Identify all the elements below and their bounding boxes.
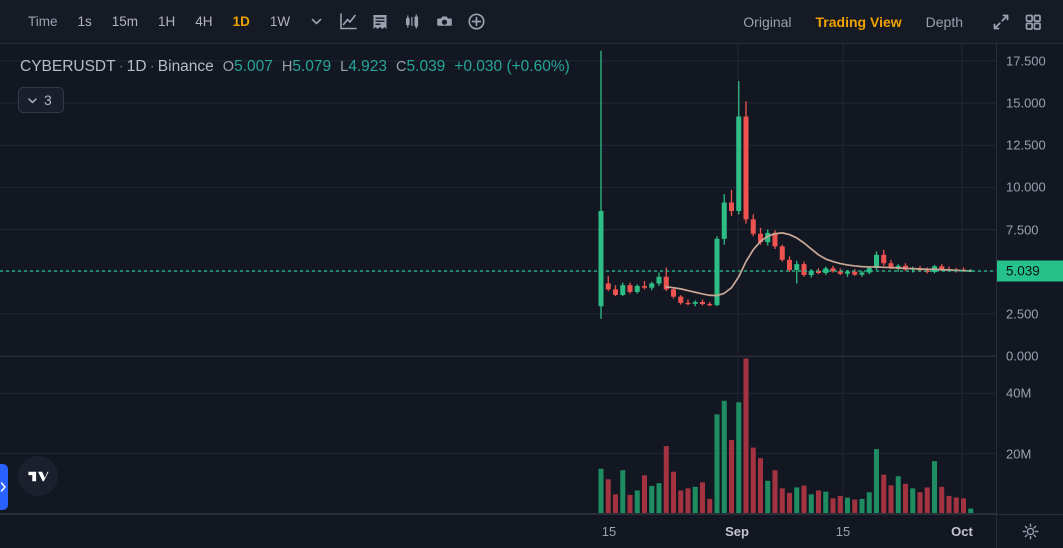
tradingview-logo[interactable] xyxy=(18,456,58,496)
chevron-down-icon[interactable] xyxy=(300,7,332,37)
legend-high-label: H xyxy=(281,59,293,75)
current-price-badge[interactable]: 5.039 xyxy=(997,260,1063,282)
toolbar-left-group: Time 1s 15m 1H 4H 1D 1W xyxy=(0,7,492,37)
view-mode-original[interactable]: Original xyxy=(743,13,792,30)
gear-icon xyxy=(1022,523,1038,539)
layout-grid-icon[interactable] xyxy=(1017,7,1049,37)
legend-interval: 1D xyxy=(126,58,147,75)
timeframe-1s[interactable]: 1s xyxy=(77,13,92,29)
timeframe-1h[interactable]: 1H xyxy=(158,13,176,29)
pane-divider[interactable] xyxy=(0,356,996,357)
plus-circle-icon[interactable] xyxy=(460,7,492,37)
indicator-template-icon[interactable] xyxy=(364,7,396,37)
line-chart-icon[interactable] xyxy=(332,7,364,37)
time-tick: Sep xyxy=(725,524,749,539)
price-tick: 12.500 xyxy=(1006,137,1046,153)
legend-open-label: O xyxy=(222,59,235,75)
volume-pane[interactable] xyxy=(0,357,996,514)
legend-change: +0.030 (+0.60%) xyxy=(454,58,570,75)
timeframe-1w[interactable]: 1W xyxy=(269,13,291,29)
chart-legend: CYBERUSDT · 1D · Binance O5.007 H5.079 L4.923 C5… xyxy=(20,58,570,76)
camera-icon[interactable] xyxy=(428,7,460,37)
time-label[interactable]: Time xyxy=(28,13,58,29)
price-tick: 2.500 xyxy=(1006,306,1039,322)
toolbar-right-group: Original Trading View Depth xyxy=(731,7,1063,37)
price-tick: 10.000 xyxy=(1006,179,1046,195)
chart-canvas[interactable] xyxy=(0,44,996,514)
timeframe-15m[interactable]: 15m xyxy=(111,13,139,29)
legend-low-value: 4.923 xyxy=(348,58,388,75)
compare-candles-icon[interactable] xyxy=(396,7,428,37)
volume-tick: 40M xyxy=(1006,385,1032,401)
legend-sep-2: · xyxy=(149,58,155,75)
chevron-down-icon xyxy=(28,97,37,103)
view-mode-depth[interactable]: Depth xyxy=(925,13,963,30)
indicator-badge[interactable]: 3 xyxy=(18,87,64,113)
chevron-right-icon xyxy=(0,482,6,492)
legend-open-value: 5.007 xyxy=(234,58,273,75)
price-pane[interactable] xyxy=(0,44,996,357)
timeframe-4h[interactable]: 4H xyxy=(195,13,213,29)
legend-low-label: L xyxy=(340,59,349,75)
view-mode-trading-view[interactable]: Trading View xyxy=(815,13,902,30)
price-tick: 0.000 xyxy=(1006,348,1039,364)
time-tick: 15 xyxy=(601,524,617,539)
fullscreen-icon[interactable] xyxy=(985,7,1017,37)
indicator-count: 3 xyxy=(44,92,52,108)
legend-sep-1: · xyxy=(118,58,124,75)
legend-close-label: C xyxy=(396,59,407,75)
chart-settings-button[interactable] xyxy=(996,514,1063,548)
legend-symbol[interactable]: CYBERUSDT xyxy=(20,58,116,75)
legend-close-value: 5.039 xyxy=(406,58,446,75)
time-tick: 15 xyxy=(835,524,851,539)
time-axis[interactable]: 15 Sep 15 Oct xyxy=(0,514,1063,548)
time-tick: Oct xyxy=(951,524,973,539)
price-tick: 7.500 xyxy=(1006,222,1039,237)
chart-toolbar: Time 1s 15m 1H 4H 1D 1W xyxy=(0,0,1063,44)
volume-tick: 20M xyxy=(1006,446,1032,462)
legend-high-value: 5.079 xyxy=(292,58,332,75)
price-tick: 15.000 xyxy=(1006,95,1046,111)
legend-exchange: Binance xyxy=(157,58,214,75)
timeframe-1d[interactable]: 1D xyxy=(232,13,250,29)
side-panel-toggle[interactable] xyxy=(0,464,8,510)
price-tick: 17.500 xyxy=(1006,53,1046,69)
tradingview-logo-icon xyxy=(27,471,49,481)
price-axis[interactable]: 17.500 15.000 12.500 10.000 7.500 2.500 0.000 … xyxy=(996,44,1063,514)
